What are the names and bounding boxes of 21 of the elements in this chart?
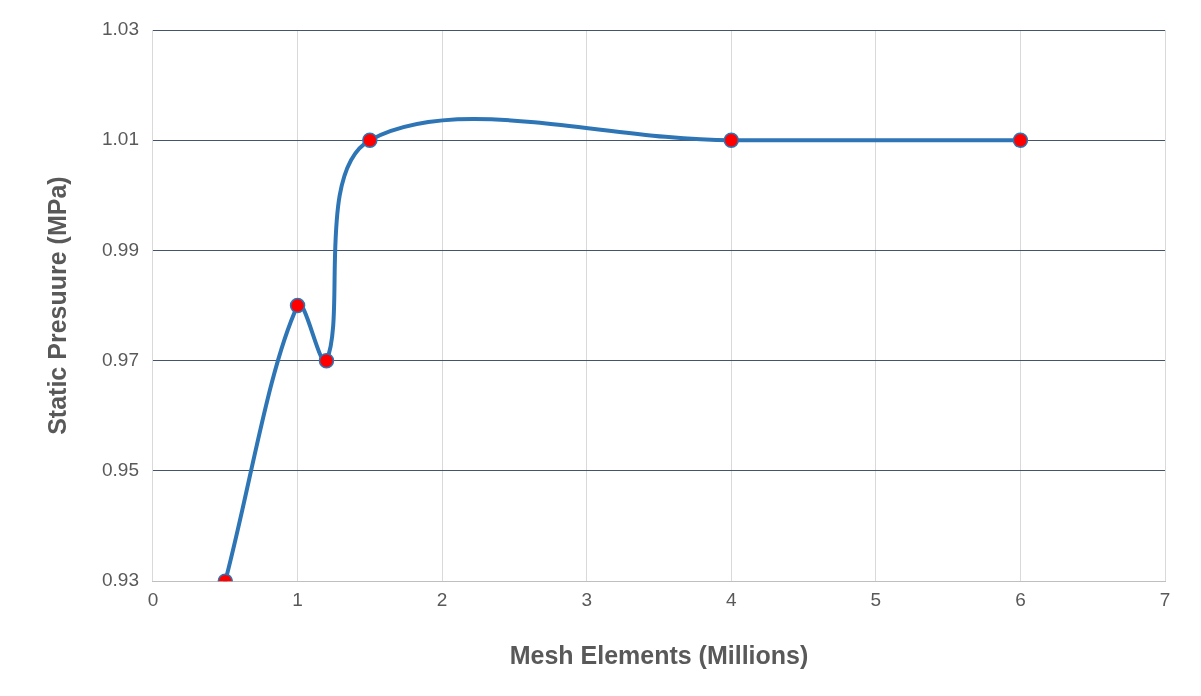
point [362, 132, 378, 148]
x-tick-label: 7 [1159, 588, 1171, 610]
point [289, 297, 306, 314]
y-tick-label: 0.95 [102, 459, 139, 481]
x-tick-label: 6 [1015, 588, 1026, 610]
y-tick-label: 1.01 [102, 128, 139, 150]
x-tick-label: 3 [581, 588, 592, 610]
y-tick-label: 0.93 [102, 569, 139, 591]
y-tick-label: 0.97 [102, 348, 139, 370]
y-axis-title: Static Presuure (MPa) [42, 176, 71, 435]
y-tick-label: 1.03 [102, 18, 139, 40]
point [1012, 132, 1029, 148]
x-tick-label: 4 [725, 588, 737, 610]
x-axis-title: Mesh Elements (Millions) [509, 640, 809, 669]
x-tick-label: 5 [870, 588, 882, 610]
y-tick-label: 0.99 [102, 238, 139, 260]
x-tick-label: 2 [436, 588, 448, 610]
x-tick-label: 1 [292, 588, 303, 610]
point [318, 352, 335, 369]
x-tick-label: 0 [147, 588, 159, 610]
point [723, 132, 740, 148]
